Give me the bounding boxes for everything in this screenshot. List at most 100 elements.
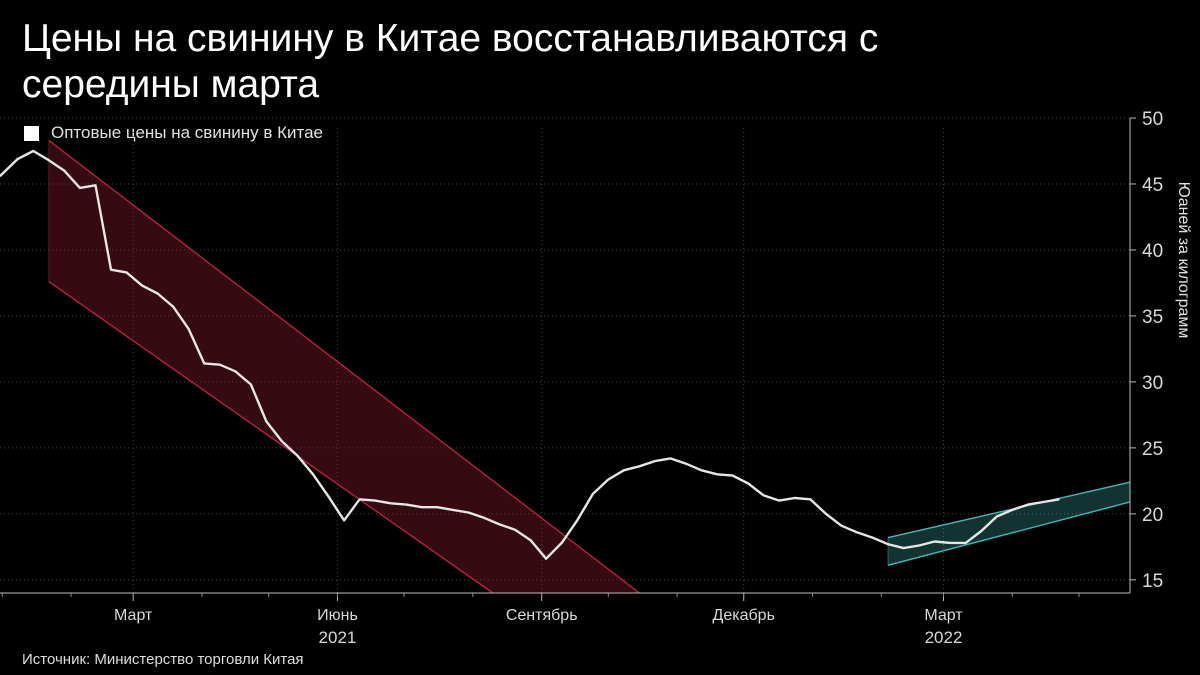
y-tick-label: 15: [1142, 571, 1163, 592]
series-line: [0, 149, 1060, 560]
data-point: [94, 184, 97, 187]
data-point: [716, 473, 718, 476]
data-point: [250, 383, 252, 386]
channel-up-upper: [887, 481, 1131, 539]
axes: 15 20 25 30 35 40 45 50 Март Июнь Сентябрь Декабрь М…: [0, 109, 1163, 647]
data-point: [887, 543, 889, 545]
channel-up-lower: [887, 501, 1131, 566]
data-point: [32, 150, 35, 152]
data-point: [996, 515, 998, 518]
y-tick-label: 25: [1142, 439, 1163, 460]
data-point: [545, 557, 547, 560]
trend-channels: [48, 139, 1131, 594]
data-point: [187, 328, 190, 330]
data-point: [234, 370, 237, 373]
data-point: [902, 547, 905, 549]
y-tick-label: 35: [1142, 307, 1163, 328]
grid-lines: [0, 117, 1130, 593]
data-point: [747, 482, 749, 485]
legend-swatch: [24, 125, 39, 141]
data-point: [685, 462, 687, 465]
data-point: [436, 506, 439, 509]
data-point: [794, 497, 796, 499]
y-tick-label: 50: [1142, 109, 1163, 130]
x-tick-label: Декабрь: [713, 607, 775, 624]
data-point: [1058, 498, 1060, 501]
data-point: [156, 292, 159, 295]
data-point: [731, 474, 734, 477]
y-tick-label: 30: [1142, 373, 1163, 394]
data-point: [840, 524, 843, 527]
data-point: [1027, 503, 1029, 506]
x-tick-label: Март: [114, 607, 153, 624]
chart-title: Цены на свинину в Китае восстанавливаютс…: [22, 17, 879, 106]
data-point: [778, 499, 780, 502]
data-point: [296, 455, 299, 457]
data-point: [623, 469, 625, 472]
y-tick-label: 45: [1142, 175, 1163, 196]
data-point: [172, 305, 174, 308]
data-point: [498, 523, 501, 526]
data-point: [327, 495, 330, 498]
data-point: [856, 531, 858, 534]
data-point: [203, 362, 205, 365]
channel-down-lower: [48, 281, 494, 594]
data-point: [560, 542, 563, 544]
data-point: [529, 539, 532, 541]
data-point: [1011, 509, 1014, 511]
x-tick-label: Март: [924, 607, 963, 624]
data-point: [607, 478, 610, 481]
data-point: [638, 465, 641, 468]
data-point: [964, 542, 967, 544]
data-point: [809, 498, 812, 501]
channel-down-upper: [48, 139, 640, 594]
data-point: [467, 511, 470, 514]
data-point: [63, 170, 66, 172]
y-axis-label: Юаней за килограмм: [1175, 181, 1192, 339]
data-point: [576, 519, 578, 522]
data-point: [933, 540, 936, 543]
data-point: [592, 493, 594, 495]
legend-label: Оптовые цены на свинину в Китае: [51, 123, 323, 142]
y-tick-label: 40: [1142, 241, 1163, 262]
data-point: [918, 544, 920, 547]
data-point: [700, 469, 703, 472]
data-point: [374, 499, 377, 502]
data-point: [265, 420, 268, 423]
x-tick-label: Июнь: [317, 607, 358, 624]
data-point: [125, 271, 128, 274]
data-point: [79, 187, 81, 189]
y-tick-label: 20: [1142, 505, 1163, 526]
data-point: [483, 517, 485, 519]
data-point: [949, 542, 951, 544]
data-point: [1042, 501, 1045, 503]
data-point: [312, 473, 314, 476]
data-point: [825, 513, 827, 515]
data-point: [452, 509, 454, 511]
data-point: [281, 440, 283, 443]
year-label: 2021: [319, 628, 357, 647]
data-point: [980, 530, 983, 532]
channel-up-fill: [888, 482, 1130, 566]
data-point: [48, 159, 50, 161]
data-point: [110, 268, 112, 271]
year-label: 2022: [925, 628, 963, 647]
data-point: [654, 460, 656, 462]
data-point: [871, 536, 874, 539]
data-point: [17, 158, 19, 160]
data-point: [389, 502, 392, 505]
data-point: [514, 528, 516, 531]
data-point: [405, 503, 408, 506]
data-point: [343, 519, 345, 522]
source-note: Источник: Министерство торговли Китая: [22, 651, 304, 668]
x-tick-label: Сентябрь: [506, 607, 578, 624]
data-point: [219, 363, 221, 366]
data-point: [358, 498, 361, 501]
data-point: [669, 457, 672, 460]
data-point: [762, 494, 765, 497]
legend: Оптовые цены на свинину в Китае: [24, 123, 323, 143]
data-point: [0, 175, 1, 177]
data-point: [141, 284, 143, 287]
data-point: [421, 506, 423, 509]
